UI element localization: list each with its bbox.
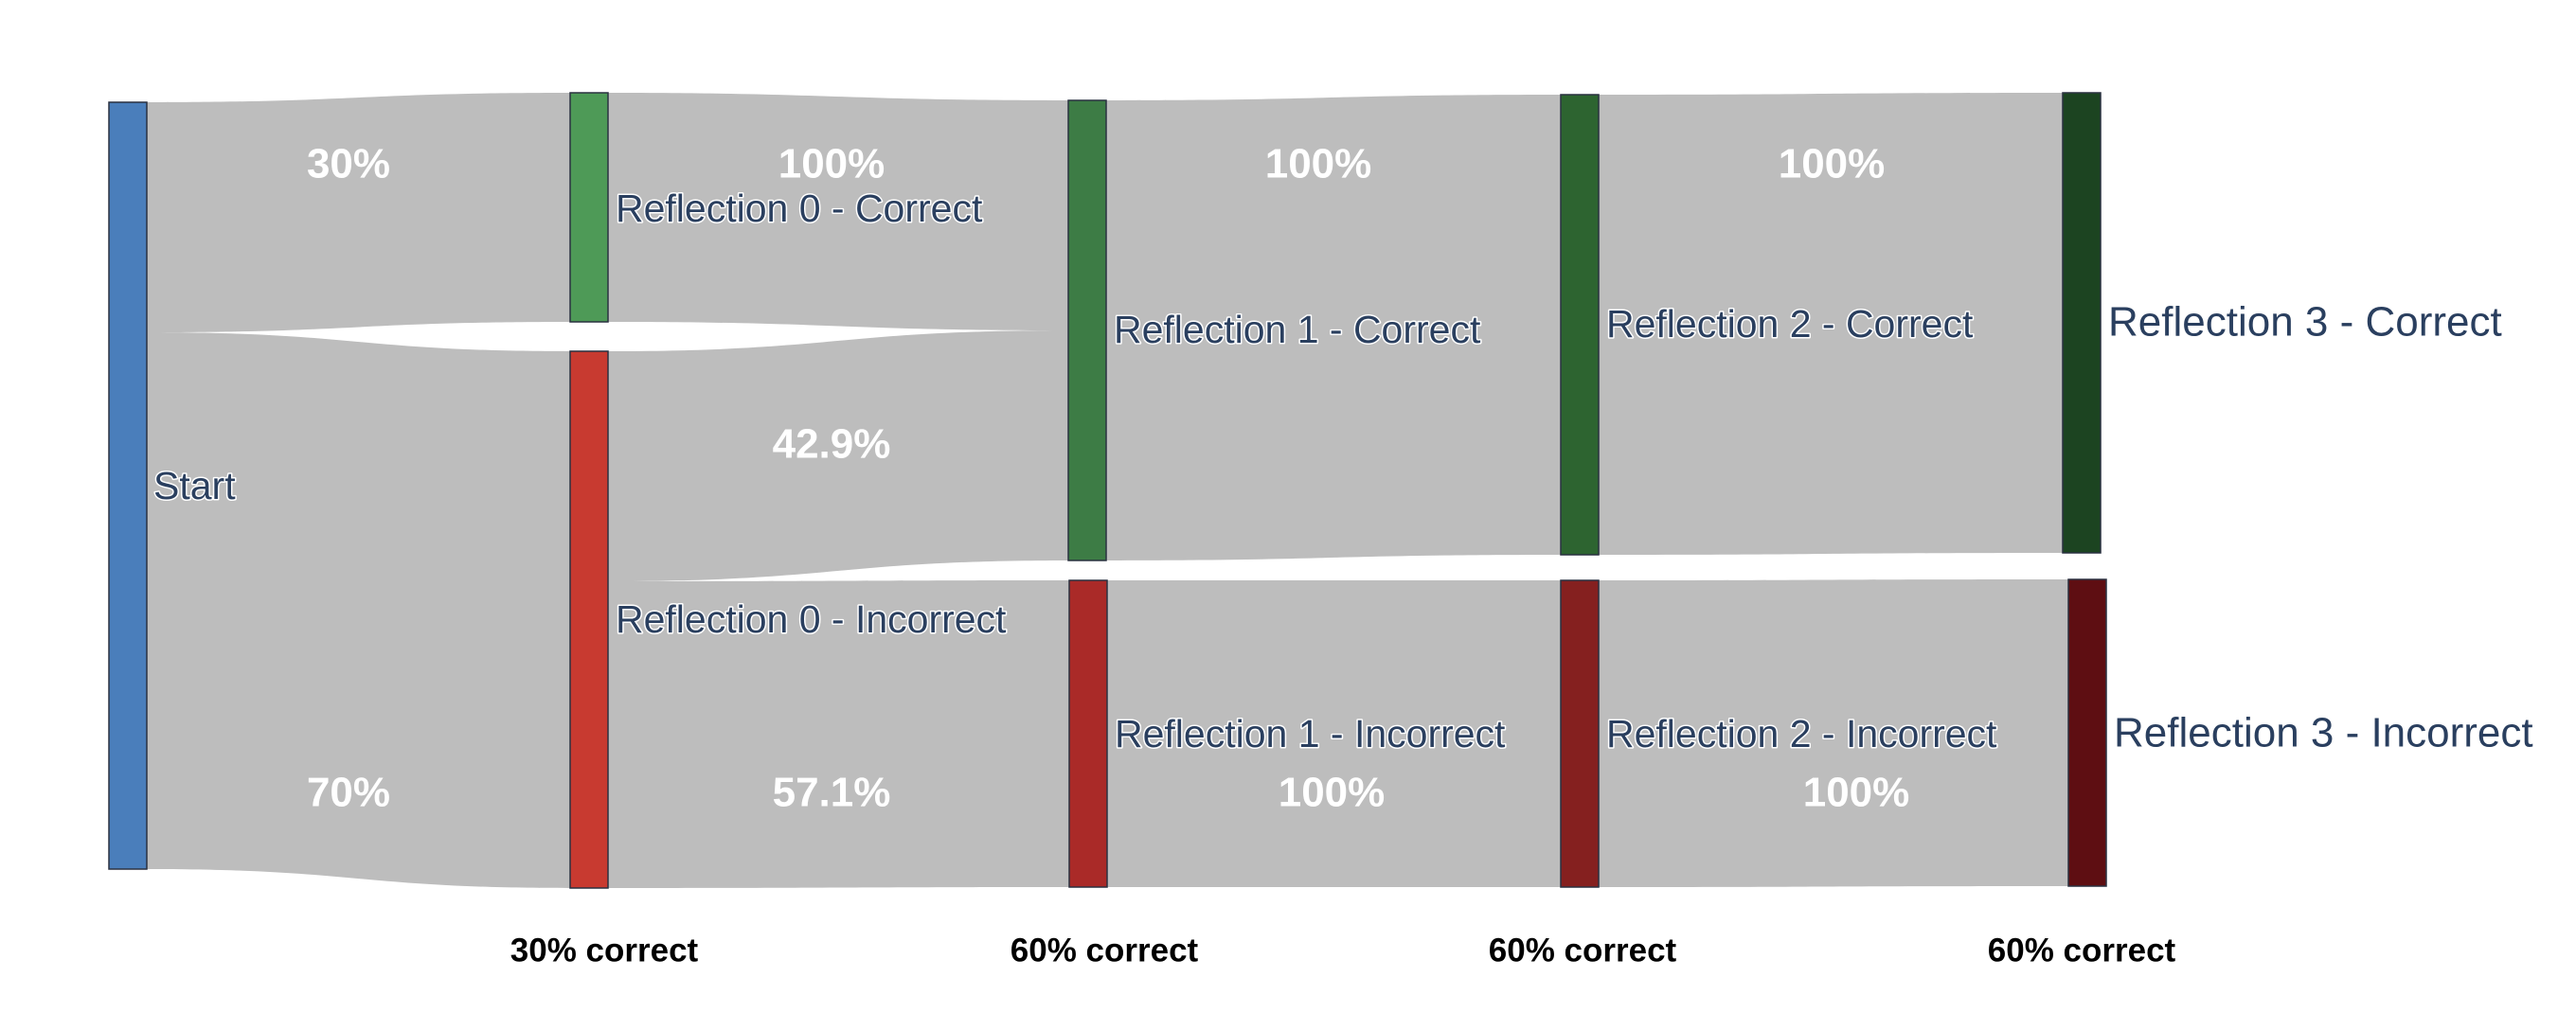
link-label-r1c-to-r2c: 100%	[1265, 141, 1372, 187]
link-r1i-to-r2i	[1107, 580, 1561, 887]
link-labels-layer: 30% 70% 100% 42.9% 57.1% 100% 100% 100% 100%	[307, 141, 1909, 816]
stage-label-0: 30% correct	[510, 933, 699, 969]
stage-label-1: 60% correct	[1011, 933, 1199, 969]
node-r0i	[569, 350, 609, 889]
node-labels-layer: Start Reflection 0 - Correct Reflection 0 …	[152, 186, 2535, 758]
node-label-r1i: Reflection 1 - Incorrect	[1115, 712, 1506, 755]
link-label-r2c-to-r3c: 100%	[1779, 141, 1886, 187]
node-r1c	[1067, 99, 1107, 561]
link-r2c-to-r3c	[1599, 93, 2063, 555]
link-start-to-r0c	[147, 93, 570, 332]
node-r3i	[2067, 578, 2107, 887]
stage-label-3: 60% correct	[1988, 933, 2176, 969]
node-label-start: Start	[153, 464, 236, 507]
node-label-r0i: Reflection 0 - Incorrect	[616, 597, 1007, 641]
node-r2c	[1560, 94, 1600, 556]
stage-labels-layer: 30% correct 60% correct 60% correct 60% cor…	[510, 933, 2176, 969]
link-label-start-to-r0i: 70%	[307, 770, 390, 816]
link-label-r0i-to-r1i: 57.1%	[773, 770, 891, 816]
node-label-r3i: Reflection 3 - Incorrect	[2114, 710, 2533, 756]
stage-label-2: 60% correct	[1489, 933, 1677, 969]
link-label-r2i-to-r3i: 100%	[1803, 770, 1910, 816]
links-layer	[147, 93, 2068, 888]
link-label-r0i-to-r1c: 42.9%	[773, 421, 891, 468]
link-r2i-to-r3i	[1599, 579, 2068, 887]
node-start	[108, 101, 148, 870]
nodes-layer	[108, 92, 2107, 889]
node-r2i	[1560, 579, 1600, 888]
node-label-r2c: Reflection 2 - Correct	[1606, 302, 1974, 346]
node-label-r3c: Reflection 3 - Correct	[2108, 299, 2502, 346]
link-label-r0c-to-r1c: 100%	[778, 141, 886, 187]
node-label-r1c: Reflection 1 - Correct	[1114, 308, 1481, 351]
link-r0c-to-r1c	[608, 93, 1068, 330]
node-r0c	[569, 92, 609, 323]
node-r3c	[2062, 92, 2102, 554]
link-start-to-r0i	[147, 332, 570, 888]
node-label-r2i: Reflection 2 - Incorrect	[1606, 712, 1997, 755]
link-r0i-to-r1c	[608, 330, 1068, 581]
link-r0i-to-r1i	[608, 580, 1069, 888]
node-r1i	[1068, 579, 1108, 888]
link-r1c-to-r2c	[1106, 95, 1561, 560]
node-label-r0c: Reflection 0 - Correct	[616, 187, 983, 230]
link-label-r1i-to-r2i: 100%	[1279, 770, 1386, 816]
link-label-start-to-r0c: 30%	[307, 141, 390, 187]
